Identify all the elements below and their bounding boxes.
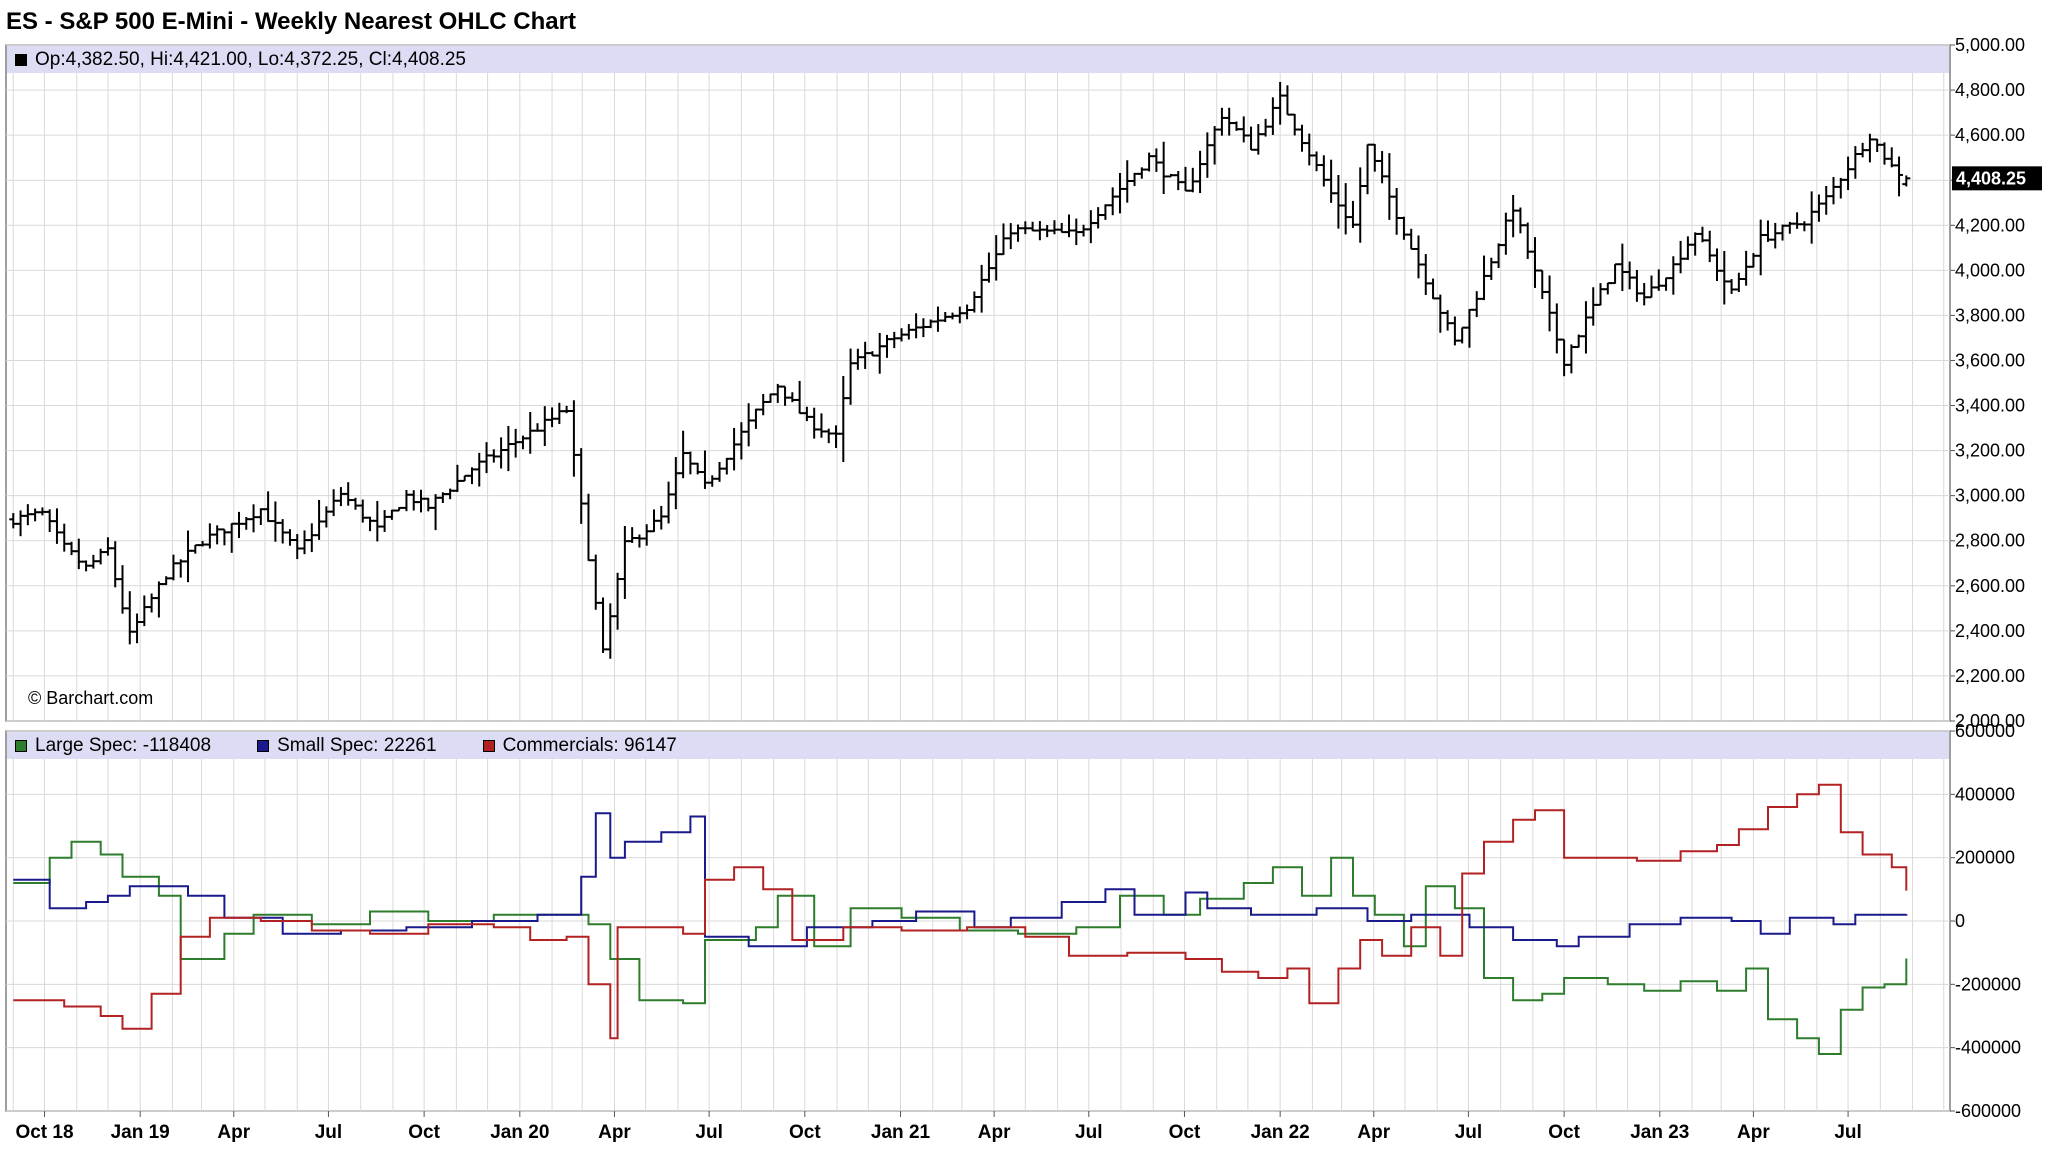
price-tick-label: 3,000.00	[1955, 486, 2025, 506]
x-axis-ticks: Oct 18 Jan 19 Apr Jul Oct Jan 20 Apr Jul Oct Jan …	[15, 1111, 1862, 1143]
cot-tick-label: 0	[1955, 911, 1965, 931]
price-tick-label: 2,000.00	[1955, 711, 2025, 731]
chart-title: ES - S&P 500 E-Mini - Weekly Nearest OHL…	[6, 8, 576, 35]
x-tick-label: Apr	[1737, 1122, 1770, 1143]
small-spec-swatch	[257, 739, 270, 752]
x-tick-label: Jan 21	[871, 1122, 931, 1143]
last-price-marker: 4,408.25	[1952, 166, 2042, 191]
x-tick-label: Jan 19	[111, 1122, 170, 1143]
cot-legend: Large Spec: -118408 Small Spec: 22261 Co…	[7, 732, 1949, 759]
price-tick-label: 2,200.00	[1955, 666, 2025, 686]
cot-tick-label: 400000	[1955, 784, 2015, 804]
cot-tick-label: 600000	[1955, 721, 2015, 741]
ohlc-swatch	[15, 53, 27, 66]
price-grid	[6, 44, 1950, 722]
x-tick-label: Oct	[408, 1122, 440, 1143]
x-tick-label: Apr	[978, 1122, 1011, 1143]
small-spec-label: Small Spec: 22261	[277, 734, 437, 756]
legend-commercials: Commercials: 96147	[482, 734, 677, 757]
ohlc-legend-text: Op:4,382.50, Hi:4,421.00, Lo:4,372.25, C…	[35, 48, 466, 70]
x-tick-label: Jan 22	[1251, 1122, 1310, 1143]
cot-grid	[6, 730, 1950, 1112]
price-tick-label: 3,400.00	[1955, 396, 2025, 416]
cot-lines	[13, 783, 1908, 1055]
large-spec-swatch	[15, 739, 27, 752]
watermark: © Barchart.com	[28, 688, 154, 708]
series-small-spec	[13, 812, 1908, 948]
ohlc-legend: Op:4,382.50, Hi:4,421.00, Lo:4,372.25, C…	[7, 46, 1949, 73]
x-tick-label: Jul	[1075, 1122, 1102, 1143]
x-tick-label: Jul	[1455, 1122, 1482, 1143]
price-tick-label: 4,200.00	[1955, 215, 2025, 235]
ohlc-bar	[1895, 156, 1904, 197]
price-tick-label: 4,600.00	[1955, 125, 2025, 145]
x-tick-label: Oct	[789, 1122, 821, 1143]
price-tick-label: 2,400.00	[1955, 621, 2025, 641]
price-tick-label: 3,800.00	[1955, 305, 2025, 325]
commercials-swatch	[482, 739, 495, 752]
x-tick-label: Jul	[695, 1122, 722, 1143]
legend-small-spec: Small Spec: 22261	[257, 735, 437, 757]
price-tick-label: 5,000.00	[1955, 35, 2025, 55]
x-tick-label: Jan 20	[490, 1122, 549, 1143]
x-tick-label: Jul	[315, 1122, 342, 1143]
x-tick-label: Oct 18	[15, 1122, 73, 1143]
ohlc-bar	[1902, 175, 1911, 187]
price-tick-label: 2,800.00	[1955, 531, 2025, 551]
x-tick-label: Oct	[1169, 1122, 1201, 1143]
price-bars	[9, 81, 1911, 659]
price-tick-label: 3,200.00	[1955, 441, 2025, 461]
x-tick-label: Jan 23	[1630, 1122, 1689, 1143]
last-price-box	[1952, 166, 2042, 191]
series-commercials	[13, 783, 1908, 1040]
last-price-label: 4,408.25	[1956, 168, 2026, 188]
x-tick-label: Oct	[1548, 1122, 1580, 1143]
x-tick-label: Jul	[1834, 1122, 1861, 1143]
large-spec-label: Large Spec: -118408	[35, 734, 212, 756]
commercials-label: Commercials: 96147	[502, 734, 677, 756]
price-tick-label: 2,600.00	[1955, 576, 2025, 596]
price-tick-label: 3,600.00	[1955, 350, 2025, 370]
cot-tick-label: 200000	[1955, 848, 2015, 868]
x-tick-label: Apr	[217, 1122, 250, 1143]
legend-large-spec: Large Spec: -118408	[15, 735, 211, 757]
cot-tick-label: -400000	[1955, 1038, 2021, 1058]
price-tick-label: 4,800.00	[1955, 80, 2025, 100]
price-axis-ticks: 5,000.004,800.004,600.004,400.004,200.00…	[1950, 35, 2025, 731]
cot-tick-label: -600000	[1955, 1101, 2021, 1121]
cot-axis-ticks: 600000 400000 200000 0 -200000 -400000 -600000	[1950, 721, 2021, 1121]
x-tick-label: Apr	[598, 1122, 631, 1143]
x-tick-label: Apr	[1357, 1122, 1390, 1143]
price-tick-label: 4,000.00	[1955, 260, 2025, 280]
cot-tick-label: -200000	[1955, 974, 2021, 994]
price-panel-frame	[5, 44, 1951, 722]
